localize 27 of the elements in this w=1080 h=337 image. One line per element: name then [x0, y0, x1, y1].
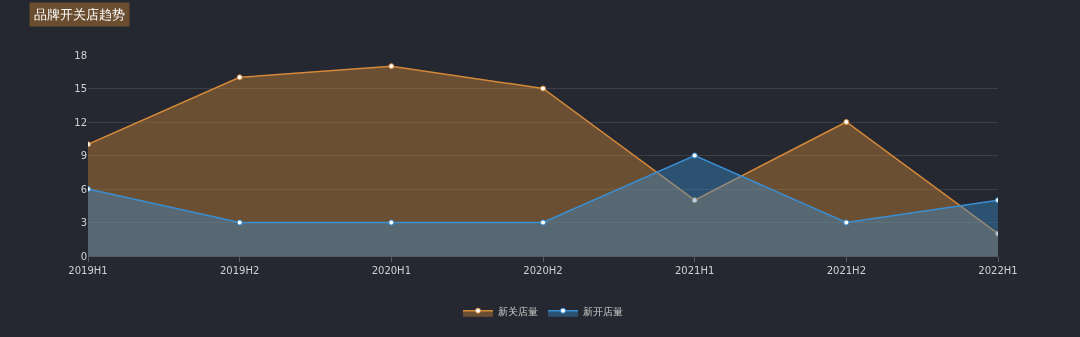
x-tick-label: 2022H1 [978, 265, 1018, 276]
point [236, 219, 243, 226]
point [388, 63, 395, 70]
chart-title: 品牌开关店趋势 [34, 7, 125, 22]
point [691, 197, 698, 204]
x-tick-label: 2021H1 [675, 265, 715, 276]
x-tick-label: 2020H1 [371, 265, 411, 276]
x-tick-label: 2021H2 [826, 265, 866, 276]
legend-label: 新开店量 [583, 305, 623, 317]
y-tick-label: 0 [80, 250, 87, 262]
point [236, 74, 243, 81]
point [540, 219, 546, 226]
point [843, 119, 850, 125]
legend-label: 新关店量 [498, 305, 538, 317]
point [691, 152, 698, 159]
y-tick-label: 3 [80, 217, 87, 228]
x-tick-label: 2020H2 [523, 265, 563, 276]
point [540, 85, 546, 92]
x-tick-label: 2019H1 [68, 265, 108, 276]
y-tick-label: 15 [74, 83, 87, 94]
x-tick-label: 2019H2 [220, 265, 260, 276]
point [843, 219, 850, 226]
y-tick-label: 18 [74, 49, 87, 61]
y-tick-label: 12 [74, 116, 87, 128]
y-tick-label: 6 [80, 183, 87, 195]
point [388, 219, 395, 226]
y-tick-label: 9 [80, 150, 87, 161]
